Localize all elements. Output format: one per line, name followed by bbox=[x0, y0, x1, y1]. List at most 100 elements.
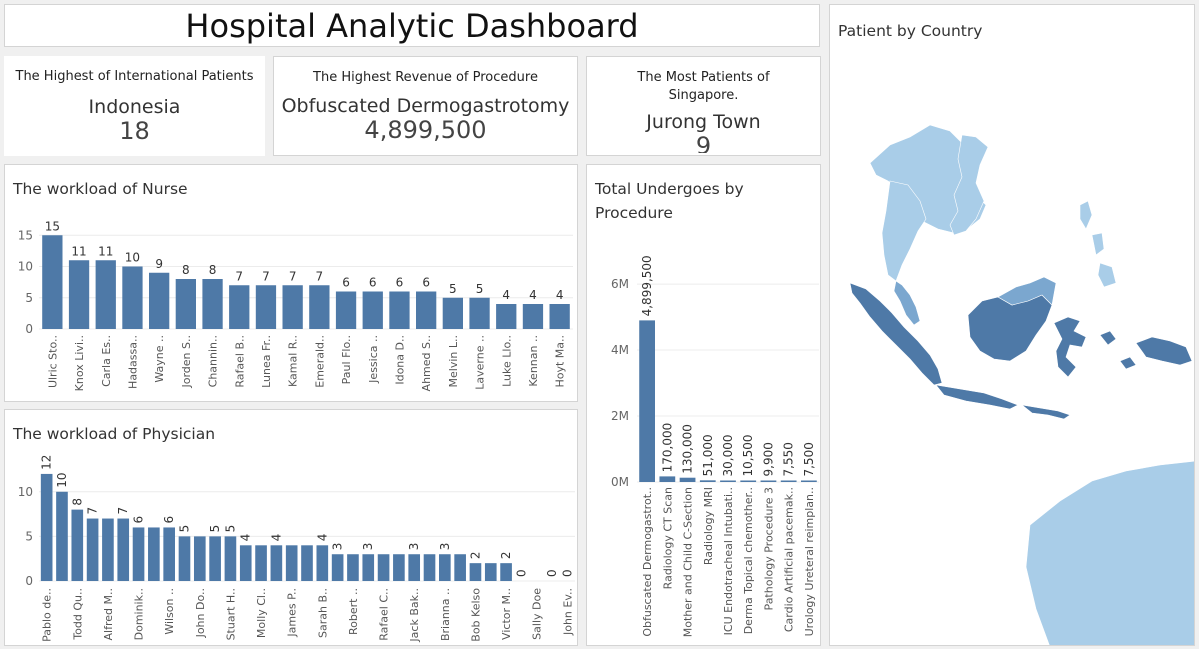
kpi-highest-revenue[interactable]: The Highest Revenue of Procedure Obfusca… bbox=[273, 56, 578, 156]
bar[interactable] bbox=[331, 554, 344, 581]
bar[interactable] bbox=[316, 545, 329, 581]
category-label: Mother and Child C-Section bbox=[682, 487, 695, 637]
category-label: Wayne .. bbox=[153, 335, 166, 383]
data-label: 15 bbox=[45, 219, 60, 233]
category-label: Hoyt Ma.. bbox=[554, 335, 567, 388]
data-label: 10 bbox=[125, 251, 140, 265]
y-tick-label: 0 bbox=[25, 574, 33, 588]
bar[interactable] bbox=[178, 536, 191, 581]
bar[interactable] bbox=[270, 545, 283, 581]
country-map[interactable] bbox=[830, 5, 1195, 646]
bar[interactable] bbox=[469, 297, 490, 329]
procedure-chart[interactable]: 0M 2M 4M 6M 4,899,500 Obfuscated Dermogastrot… bbox=[587, 165, 821, 646]
category-label: Rafael C.. bbox=[378, 588, 391, 641]
bar[interactable] bbox=[699, 480, 716, 482]
bar[interactable] bbox=[416, 291, 437, 330]
data-label: 10 bbox=[55, 472, 69, 487]
category-label: Cardio Artificial pacemak.. bbox=[783, 487, 796, 632]
category-label: Luke Llo.. bbox=[500, 335, 513, 387]
bar[interactable] bbox=[56, 491, 68, 581]
bar[interactable] bbox=[484, 563, 497, 581]
bar[interactable] bbox=[408, 554, 421, 581]
data-label: 9 bbox=[155, 257, 163, 271]
bar[interactable] bbox=[454, 554, 466, 581]
bar[interactable] bbox=[239, 545, 252, 581]
bar[interactable] bbox=[780, 480, 797, 483]
data-label: 7,500 bbox=[802, 442, 816, 476]
category-label: Jack Bak.. bbox=[408, 588, 421, 643]
bar[interactable] bbox=[469, 563, 482, 581]
bar[interactable] bbox=[393, 554, 405, 581]
data-label: 11 bbox=[71, 244, 86, 258]
kpi-international-patients[interactable]: The Highest of International Patients In… bbox=[4, 56, 265, 156]
bar[interactable] bbox=[42, 235, 63, 329]
bar[interactable] bbox=[117, 518, 130, 581]
bar[interactable] bbox=[362, 554, 375, 581]
bar[interactable] bbox=[496, 304, 517, 329]
bar[interactable] bbox=[439, 554, 451, 581]
bar[interactable] bbox=[132, 527, 145, 581]
bar[interactable] bbox=[122, 266, 143, 330]
y-tick-label: 5 bbox=[25, 529, 33, 543]
kpi-singapore-patients[interactable]: The Most Patients of Singapore. Jurong T… bbox=[586, 56, 821, 156]
data-label: 3 bbox=[438, 543, 452, 551]
bar[interactable] bbox=[193, 536, 206, 581]
bar[interactable] bbox=[522, 304, 544, 329]
y-tick-label: 4M bbox=[611, 343, 629, 357]
bar[interactable] bbox=[224, 536, 237, 581]
data-label: 7 bbox=[262, 269, 270, 283]
bar[interactable] bbox=[40, 473, 53, 581]
category-label: Channin.. bbox=[207, 335, 220, 387]
bar[interactable] bbox=[202, 279, 223, 329]
bar[interactable] bbox=[301, 545, 313, 581]
bar[interactable] bbox=[148, 527, 160, 581]
bar[interactable] bbox=[639, 320, 655, 482]
bar[interactable] bbox=[71, 509, 84, 581]
map-title: Patient by Country bbox=[838, 22, 983, 40]
kpi-value: 18 bbox=[119, 117, 150, 145]
bar[interactable] bbox=[175, 279, 196, 329]
map-java bbox=[935, 384, 1019, 410]
bar[interactable] bbox=[549, 304, 570, 329]
bar[interactable] bbox=[740, 480, 757, 483]
bar[interactable] bbox=[347, 554, 359, 581]
bar[interactable] bbox=[760, 480, 777, 483]
bar[interactable] bbox=[377, 554, 390, 581]
bar[interactable] bbox=[149, 272, 170, 329]
nurse-workload-chart[interactable]: 0 5 10 15 15 Ulric Sto.. 11 Knox Livi.. 11 Carla … bbox=[5, 165, 578, 402]
bar[interactable] bbox=[102, 518, 114, 581]
data-label: 4 bbox=[502, 288, 510, 302]
bar[interactable] bbox=[309, 285, 330, 329]
bar[interactable] bbox=[229, 285, 250, 329]
bar[interactable] bbox=[720, 480, 736, 483]
y-tick-label: 15 bbox=[18, 228, 33, 242]
bar[interactable] bbox=[163, 527, 175, 581]
bar[interactable] bbox=[423, 554, 436, 581]
bar[interactable] bbox=[86, 518, 99, 581]
category-label: Ahmed S.. bbox=[420, 335, 433, 391]
bar[interactable] bbox=[95, 260, 116, 329]
bar[interactable] bbox=[389, 291, 410, 330]
data-label: 4,899,500 bbox=[640, 255, 654, 316]
category-label: Molly Cl.. bbox=[255, 588, 268, 638]
data-label: 8 bbox=[70, 498, 84, 506]
bar[interactable] bbox=[209, 536, 221, 581]
y-tick-label: 10 bbox=[18, 260, 33, 274]
category-label: Paul Flo.. bbox=[340, 335, 353, 384]
bar[interactable] bbox=[362, 291, 383, 330]
data-label: 170,000 bbox=[660, 423, 674, 473]
bar[interactable] bbox=[801, 480, 817, 483]
category-label: Urology Ureteral reimplan.. bbox=[803, 487, 816, 636]
bar[interactable] bbox=[285, 545, 298, 581]
bar[interactable] bbox=[282, 285, 303, 329]
bar[interactable] bbox=[500, 563, 512, 581]
bar[interactable] bbox=[68, 260, 90, 329]
bar[interactable] bbox=[255, 285, 277, 329]
map-thailand bbox=[881, 180, 927, 282]
bar[interactable] bbox=[679, 477, 696, 482]
bar[interactable] bbox=[442, 297, 463, 329]
bar[interactable] bbox=[255, 545, 267, 581]
bar[interactable] bbox=[335, 291, 357, 330]
bar[interactable] bbox=[659, 476, 676, 482]
